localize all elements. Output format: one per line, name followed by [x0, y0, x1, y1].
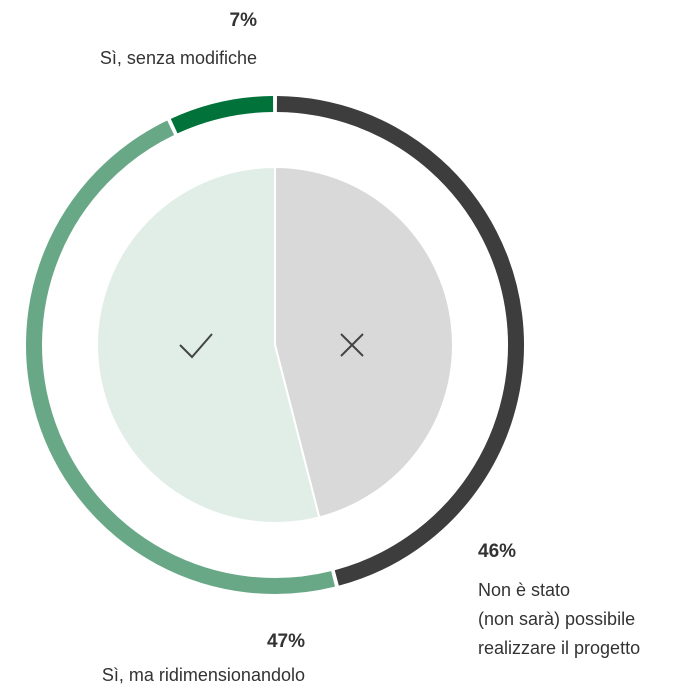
ring-segment: [170, 96, 274, 134]
value-label: 7%: [229, 10, 257, 31]
ring-segment: [276, 96, 524, 586]
cross-icon: [340, 333, 364, 357]
category-label: Sì, senza modifiche: [99, 48, 257, 68]
pie-slice: [274, 165, 454, 519]
marks: [26, 96, 524, 594]
check-icon: [179, 333, 213, 359]
category-label: Sì, ma ridimensionandolo: [101, 665, 305, 685]
category-label: Non è stato (non sarà) possibile realizz…: [478, 580, 641, 658]
value-label: 46%: [478, 541, 517, 562]
pie-slice: [96, 165, 321, 524]
value-label: 47%: [266, 631, 305, 652]
ring-segment: [26, 120, 335, 594]
